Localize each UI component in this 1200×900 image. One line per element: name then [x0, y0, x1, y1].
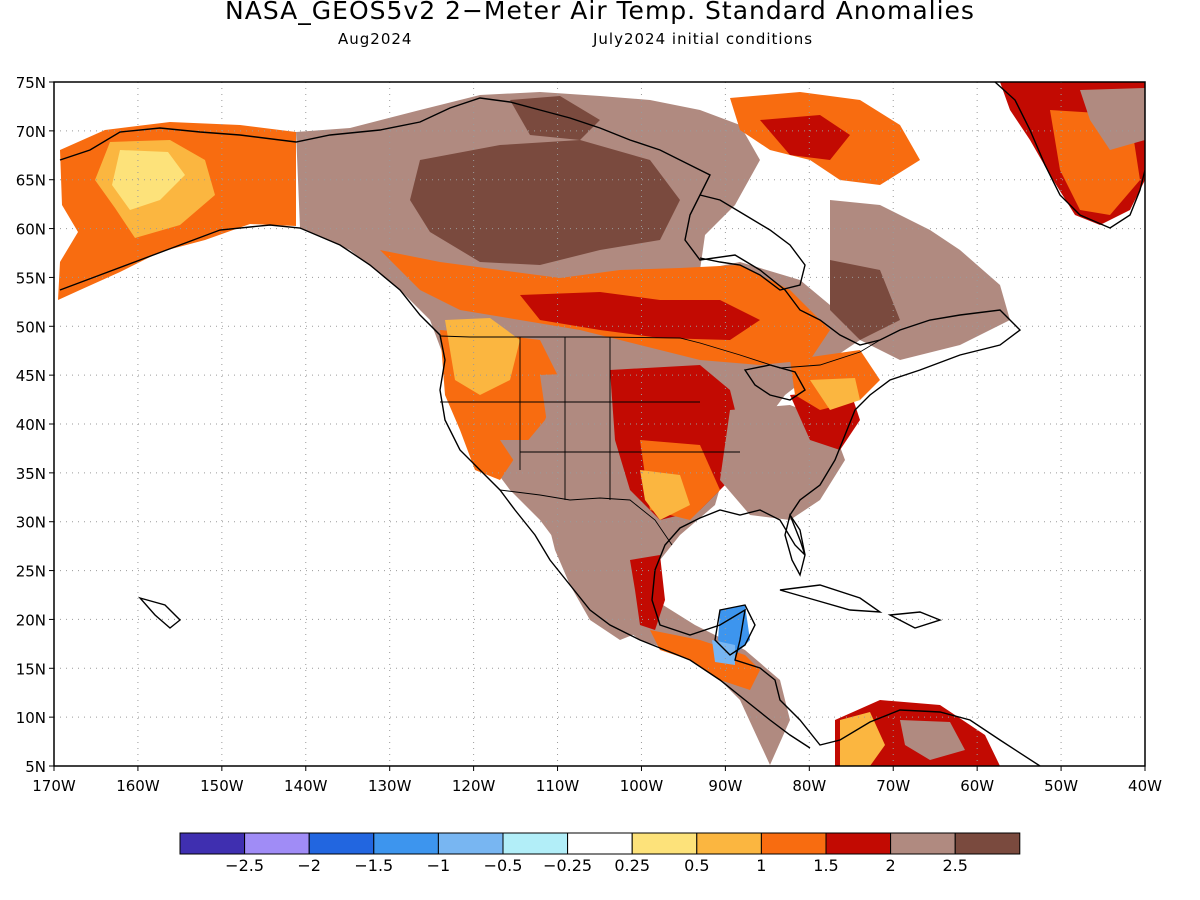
- initial-conditions: July2024 initial conditions: [593, 30, 814, 48]
- labrador-anomaly: [830, 260, 900, 340]
- pacific-coast-path: [59, 224, 811, 749]
- legend-label: 2: [886, 856, 896, 875]
- legend-label: −2.5: [225, 856, 264, 875]
- y-tick-label: 65N: [16, 172, 46, 190]
- y-tick-label: 45N: [16, 367, 46, 385]
- arctic-anomaly: [510, 96, 600, 140]
- x-tick-label: 120W: [452, 777, 496, 795]
- y-tick-label: 75N: [16, 74, 46, 92]
- legend-swatch: [760, 832, 827, 855]
- y-tick-label: 30N: [16, 514, 46, 532]
- x-tick-label: 90W: [708, 777, 742, 795]
- yucatan-cool-anomaly: [718, 605, 750, 655]
- y-tick-label: 10N: [16, 709, 46, 727]
- legend-label: 0.5: [684, 856, 709, 875]
- legend-label: −1.5: [354, 856, 393, 875]
- legend-swatch: [696, 832, 762, 855]
- south-america-mild-region: [900, 720, 965, 760]
- y-tick-label: 5N: [25, 758, 46, 776]
- cuba-path: [779, 584, 883, 613]
- northeast-warm-region: [810, 378, 860, 410]
- y-tick-label: 25N: [16, 563, 46, 581]
- legend-swatch: [825, 832, 892, 855]
- legend-label: −1: [427, 856, 451, 875]
- arctic-islands-strong: [760, 115, 850, 160]
- southern-canada-strong: [520, 292, 760, 340]
- x-tick-label: 150W: [200, 777, 244, 795]
- x-tick-label: 170W: [32, 777, 76, 795]
- x-tick-label: 100W: [620, 777, 664, 795]
- anomaly-field: [54, 82, 1145, 766]
- legend-label: −0.25: [543, 856, 592, 875]
- y-tick-label: 70N: [16, 123, 46, 141]
- legend-swatch: [308, 832, 375, 855]
- color-legend: −2.5 −2 −1.5 −1 −0.5 −0.25 0.25 0.5 1 1.5 2 2.5: [179, 832, 1021, 875]
- legend-swatch: [567, 832, 633, 855]
- legend-swatch: [631, 832, 698, 855]
- longitude-ticks: 170W 160W 150W 140W 130W 120W 110W 100W 90W 80W 70…: [32, 766, 1162, 795]
- chart-title: NASA_GEOS5v2 2−Meter Air Temp. Standard …: [225, 0, 975, 25]
- coastlines: [59, 82, 1145, 766]
- hispaniola-path: [887, 611, 943, 629]
- legend-label: 2.5: [942, 856, 967, 875]
- y-tick-label: 50N: [16, 318, 46, 336]
- legend-label: 1: [756, 856, 766, 875]
- x-tick-label: 140W: [284, 777, 328, 795]
- hawaii-path: [137, 596, 182, 629]
- mexico-anomaly: [545, 510, 650, 640]
- southwest-anomaly: [500, 440, 615, 510]
- hudson-bay-path: [699, 194, 806, 291]
- x-tick-label: 70W: [876, 777, 910, 795]
- legend-swatch: [890, 832, 956, 855]
- x-tick-label: 80W: [792, 777, 826, 795]
- central-america-anomaly: [650, 630, 760, 690]
- y-tick-label: 60N: [16, 221, 46, 239]
- x-tick-label: 160W: [116, 777, 160, 795]
- legend-swatch: [502, 832, 569, 855]
- legend-swatch: [179, 832, 246, 855]
- legend-label: −2: [297, 856, 321, 875]
- alaska-mild-region: [112, 150, 185, 210]
- latitude-ticks: 75N 70N 65N 60N 55N 50N 45N 40N 35N 30N 25N 20N 15N 1…: [16, 74, 54, 776]
- us-canada-border: [439, 335, 881, 369]
- legend-swatch: [373, 832, 439, 855]
- florida-path: [784, 513, 806, 577]
- canada-strong-anomaly: [410, 140, 680, 265]
- legend-swatch: [954, 832, 1021, 855]
- legend-label: −0.5: [484, 856, 523, 875]
- forecast-month: Aug2024: [338, 30, 413, 48]
- coastline-path: [59, 97, 1041, 766]
- y-tick-label: 20N: [16, 611, 46, 629]
- southern-plains-anomaly: [640, 470, 690, 520]
- x-tick-label: 130W: [368, 777, 412, 795]
- y-tick-label: 35N: [16, 465, 46, 483]
- yucatan-mild-anomaly: [712, 640, 735, 665]
- greenland-coast-path: [994, 82, 1145, 229]
- x-tick-label: 40W: [1128, 777, 1162, 795]
- legend-label: 1.5: [813, 856, 838, 875]
- x-tick-label: 110W: [536, 777, 580, 795]
- x-tick-label: 50W: [1044, 777, 1078, 795]
- greenland-mild-region: [1080, 88, 1145, 150]
- south-america-warm-region: [840, 712, 885, 766]
- legend-label: 0.25: [614, 856, 650, 875]
- y-tick-label: 55N: [16, 269, 46, 287]
- state-borders: [439, 335, 881, 546]
- legend-swatch: [437, 832, 504, 855]
- yucatan-path: [714, 604, 756, 656]
- legend-swatch: [244, 832, 310, 855]
- y-tick-label: 40N: [16, 416, 46, 434]
- y-tick-label: 15N: [16, 660, 46, 678]
- us-mexico-border: [499, 489, 673, 546]
- x-tick-label: 60W: [960, 777, 994, 795]
